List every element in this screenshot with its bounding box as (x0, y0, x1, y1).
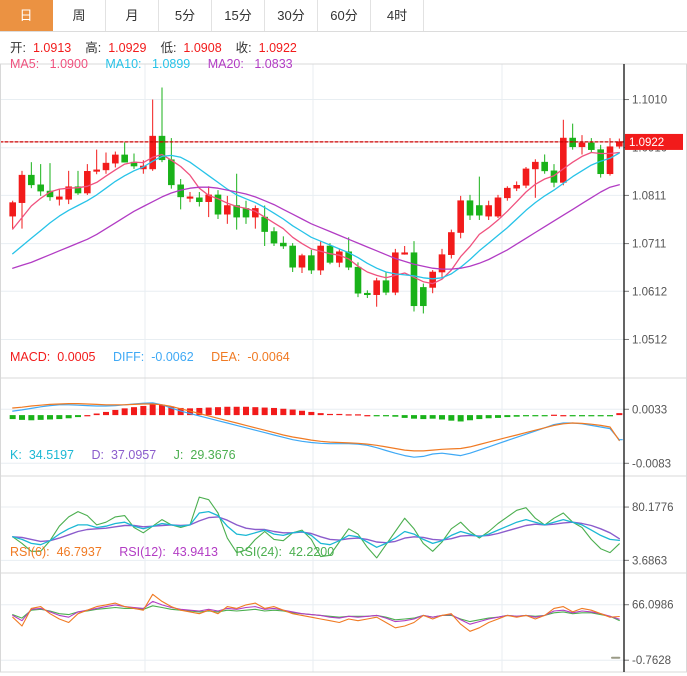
svg-text:66.0986: 66.0986 (632, 600, 674, 612)
svg-text:-0.0083: -0.0083 (632, 458, 671, 470)
tab-month[interactable]: 月 (106, 0, 159, 31)
tab-30min[interactable]: 30分 (265, 0, 318, 31)
svg-text:1.0811: 1.0811 (632, 190, 666, 202)
tab-week-label: 周 (72, 8, 86, 23)
chart-area: 开: 1.0913 高: 1.0929 低: 1.0908 收: 1.0922 MA5: 1.… (0, 32, 687, 676)
tab-day[interactable]: 日 (0, 0, 53, 31)
svg-text:1.0612: 1.0612 (632, 286, 667, 298)
tab-week[interactable]: 周 (53, 0, 106, 31)
svg-text:1.0711: 1.0711 (632, 239, 666, 251)
tab-60min-label: 60分 (330, 8, 358, 23)
svg-text:1.0922: 1.0922 (629, 137, 664, 149)
tab-15min-label: 15分 (224, 8, 252, 23)
tab-4hour-label: 4时 (386, 8, 408, 23)
svg-text:3.6863: 3.6863 (632, 555, 667, 567)
tab-month-label: 月 (125, 8, 139, 23)
tab-5min-label: 5分 (174, 8, 196, 23)
svg-text:80.1776: 80.1776 (632, 502, 674, 514)
tab-4hour[interactable]: 4时 (371, 0, 424, 31)
chart-canvas: 1.10101.09101.08111.07111.06121.05121.09… (0, 63, 687, 673)
tab-day-label: 日 (19, 8, 33, 23)
tabbar-filler (424, 0, 687, 31)
tab-5min[interactable]: 5分 (159, 0, 212, 31)
svg-text:1.0512: 1.0512 (632, 334, 667, 346)
timeframe-tabbar: 日 周 月 5分 15分 30分 60分 4时 (0, 0, 687, 32)
tab-60min[interactable]: 60分 (318, 0, 371, 31)
tab-15min[interactable]: 15分 (212, 0, 265, 31)
svg-text:0.0033: 0.0033 (632, 404, 667, 416)
tab-30min-label: 30分 (277, 8, 305, 23)
svg-text:-0.7628: -0.7628 (632, 655, 671, 667)
svg-text:1.1010: 1.1010 (632, 95, 667, 107)
